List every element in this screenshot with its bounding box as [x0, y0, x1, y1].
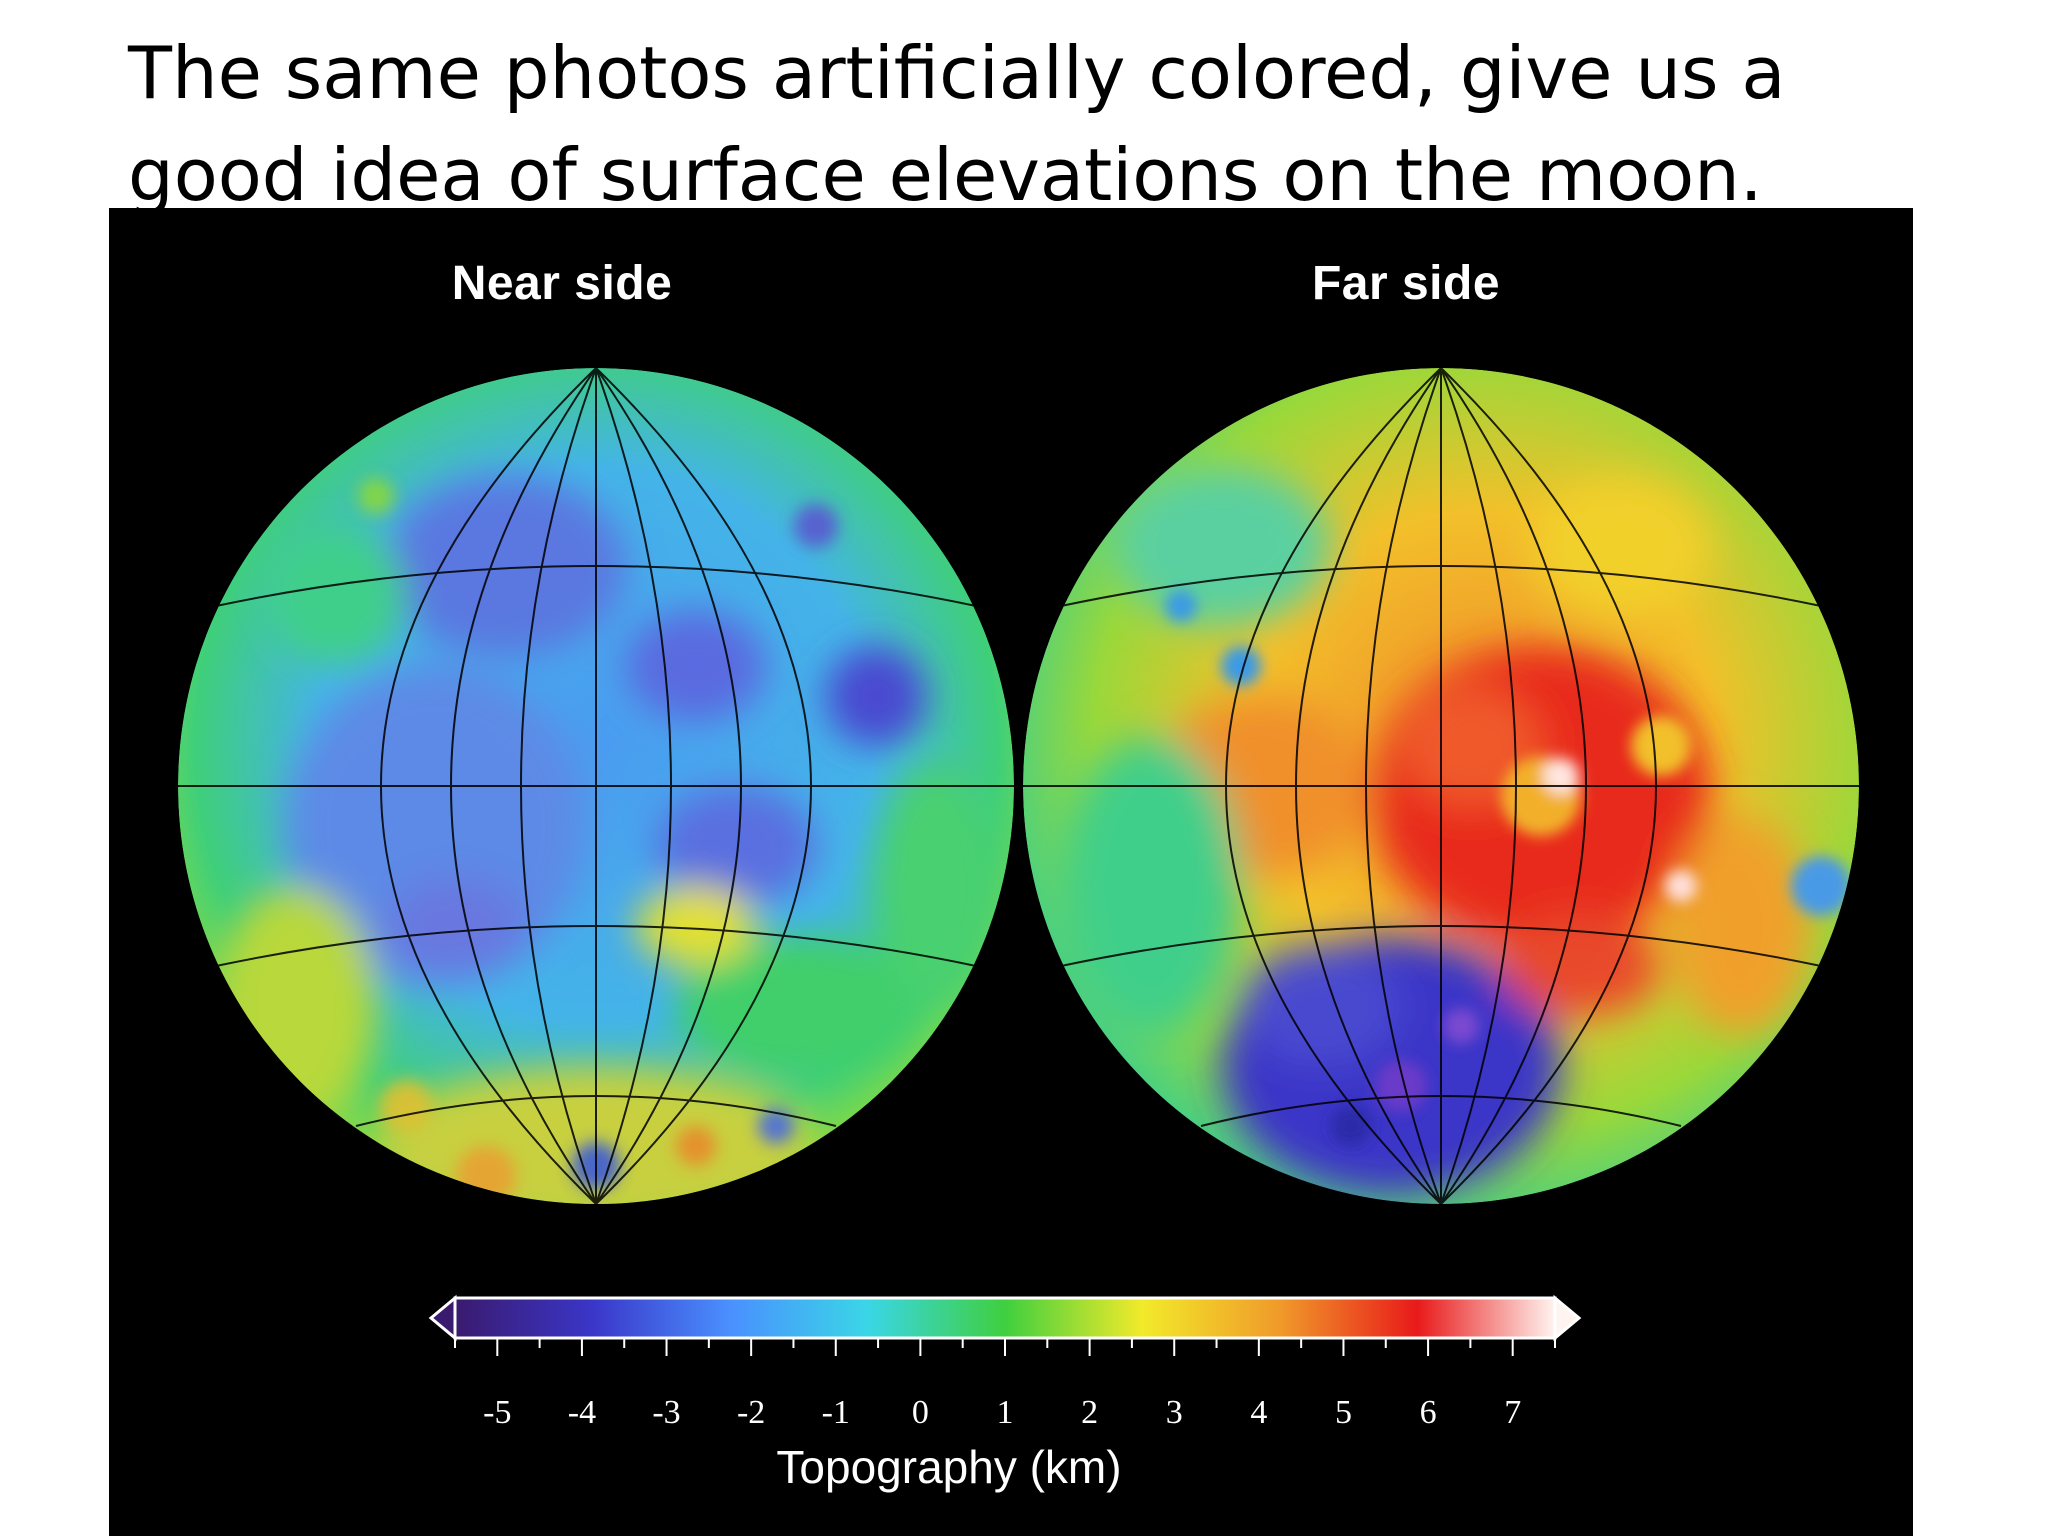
colorbar-tick-label: -1 — [821, 1394, 850, 1431]
colorbar-tick-label: -2 — [736, 1394, 766, 1431]
colorbar-tick-label: -5 — [483, 1394, 512, 1431]
far-side-globe — [1021, 366, 1861, 1206]
near-side-label: Near side — [451, 257, 673, 310]
colorbar-tick-label: 2 — [1081, 1394, 1099, 1431]
colorbar-tick-label: 6 — [1419, 1394, 1437, 1431]
colorbar-tick-label: 0 — [911, 1394, 929, 1431]
far-side-label: Far side — [1311, 257, 1501, 310]
colorbar-tick-label: -4 — [567, 1394, 597, 1431]
colorbar-tick-label: 5 — [1334, 1394, 1352, 1431]
colorbar-tick-label: 7 — [1504, 1394, 1522, 1431]
colorbar-tick-label: 4 — [1250, 1394, 1268, 1431]
colorbar-tick-label: 1 — [996, 1394, 1014, 1431]
colorbar-high-arrow — [1553, 1294, 1582, 1342]
colorbar-tick-label: -3 — [652, 1394, 681, 1431]
colorbar-gradient — [453, 1296, 1557, 1340]
colorbar-tick-label: 3 — [1165, 1394, 1183, 1431]
colorbar-low-arrow — [428, 1294, 457, 1342]
slide-title: The same photos artificially colored, gi… — [128, 31, 1786, 217]
colorbar-caption: Topography (km) — [776, 1441, 1122, 1493]
topography-figure: Near side Far side — [109, 208, 1913, 1536]
far-side-globe-image — [1023, 368, 1859, 1204]
near-side-globe — [176, 366, 1016, 1206]
near-side-globe-image — [178, 368, 1014, 1204]
topography-colorbar — [428, 1294, 1582, 1356]
